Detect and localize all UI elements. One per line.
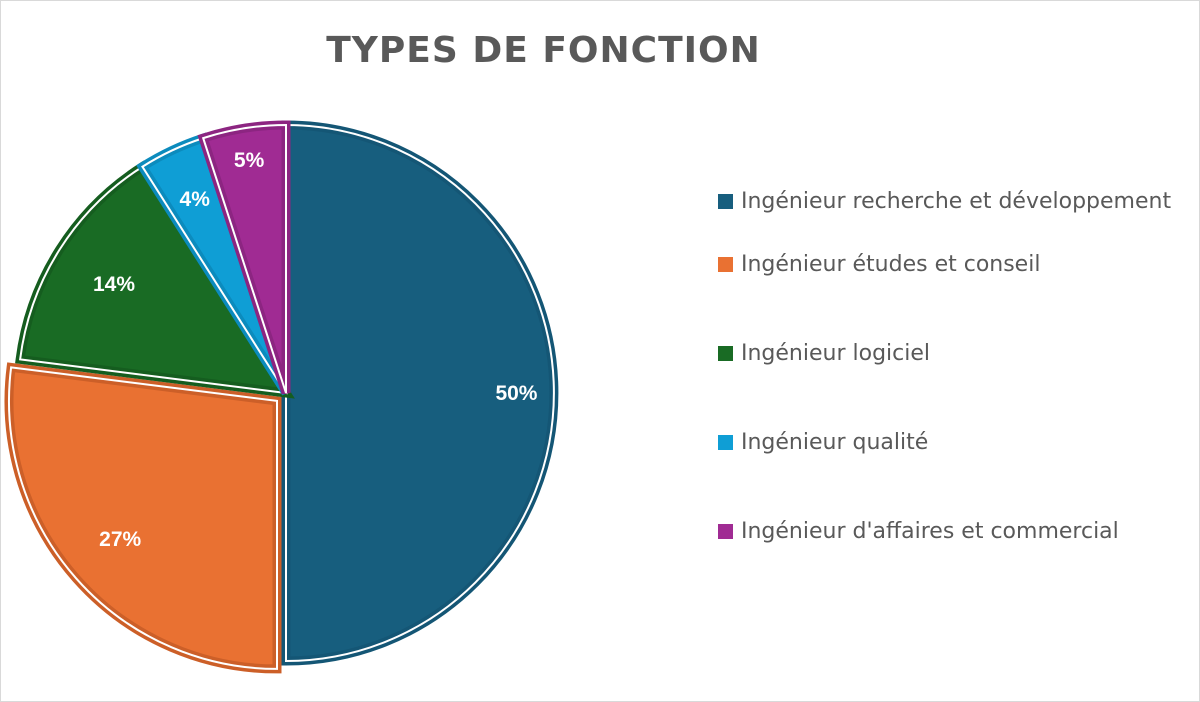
legend-label-etudes: Ingénieur études et conseil <box>741 252 1041 277</box>
pie-labels: 50% 27% 14% 4% 5% <box>93 149 538 551</box>
legend-label-affaires: Ingénieur d'affaires et commercial <box>741 519 1119 544</box>
pie-label-affaires: 5% <box>234 149 265 172</box>
legend-swatch-recherche <box>718 193 733 209</box>
legend-item-qualite: Ingénieur qualité <box>718 398 1198 487</box>
legend-item-logiciel: Ingénieur logiciel <box>718 309 1198 398</box>
pie-slices <box>4 120 559 674</box>
legend-swatch-etudes <box>718 257 733 272</box>
legend-label-logiciel: Ingénieur logiciel <box>741 341 931 366</box>
pie-slice-separator-affaires <box>201 123 287 394</box>
legend-label-qualite: Ingénieur qualité <box>741 430 929 455</box>
pie-label-etudes: 27% <box>99 528 141 551</box>
pie-slice-separator-recherche <box>285 123 555 663</box>
legend-item-recherche: Ingénieur recherche et développement <box>718 182 1198 220</box>
pie-slice-etudes <box>4 362 282 674</box>
pie-label-logiciel: 14% <box>93 273 135 296</box>
legend-item-affaires: Ingénieur d'affaires et commercial <box>718 487 1198 576</box>
chart-title: TYPES DE FONCTION <box>326 30 761 71</box>
legend-swatch-qualite <box>718 435 733 450</box>
legend-swatch-logiciel <box>718 346 733 361</box>
legend: Ingénieur recherche et développement Ing… <box>718 182 1198 576</box>
pie-slice-separator-logiciel <box>18 165 288 395</box>
pie-label-recherche: 50% <box>495 382 537 405</box>
pie-label-qualite: 4% <box>180 188 211 211</box>
legend-swatch-affaires <box>718 524 733 539</box>
pie-slice-separator-etudes <box>8 366 278 670</box>
legend-label-recherche: Ingénieur recherche et développement <box>741 188 1172 214</box>
legend-item-etudes: Ingénieur études et conseil <box>718 220 1198 309</box>
